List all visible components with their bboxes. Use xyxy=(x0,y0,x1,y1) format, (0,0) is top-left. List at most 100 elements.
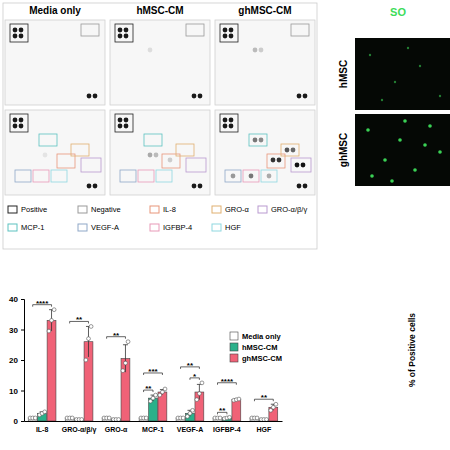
sig-label: *** xyxy=(148,367,158,376)
blot-box xyxy=(281,144,299,156)
tick-mark xyxy=(21,299,24,300)
blot-box xyxy=(10,24,28,42)
blot-spot xyxy=(148,48,153,53)
axis-line xyxy=(25,421,283,422)
blot-membrane xyxy=(5,20,105,105)
blot-spot xyxy=(223,124,228,129)
tick-label: HGF xyxy=(256,426,272,433)
series xyxy=(47,308,278,421)
x-axis: IL-8GRO-α/β/γGRO-αMCP-1VEGF-AIGFBP-4HGF xyxy=(25,421,283,434)
image-title: SO xyxy=(390,6,406,18)
annotations: ************************ xyxy=(33,299,274,416)
array-legend-label: GRO-α/β/γ xyxy=(271,205,307,214)
stained-cell xyxy=(381,99,383,101)
error-bar xyxy=(88,326,89,357)
legend: Media onlyhMSC-CMghMSC-CM xyxy=(230,332,282,363)
legend-swatch xyxy=(230,354,238,362)
data-point xyxy=(87,337,91,341)
blot xyxy=(110,110,210,195)
blot-spot xyxy=(259,48,264,53)
blot-spot xyxy=(19,34,24,39)
blot-box xyxy=(291,24,309,36)
blot-spot xyxy=(231,174,236,179)
blot-spot xyxy=(229,118,234,123)
series xyxy=(28,416,259,421)
blot-box xyxy=(15,170,31,182)
y-tick: 10 xyxy=(9,387,24,396)
data-point xyxy=(144,416,148,420)
stained-cell xyxy=(369,54,371,56)
array-legend-label: GRO-α xyxy=(225,205,250,214)
blot-spot xyxy=(124,118,129,123)
array-legend-swatch xyxy=(258,206,267,213)
bar xyxy=(47,320,56,421)
data-point xyxy=(265,418,269,421)
array-legend-label: MCP-1 xyxy=(21,223,44,232)
x-tick: IGFBP-4 xyxy=(213,421,241,433)
sig-label: ** xyxy=(145,384,152,393)
blot-box xyxy=(225,170,241,182)
stained-cell xyxy=(383,158,387,162)
blot-box xyxy=(120,170,136,182)
blot xyxy=(215,110,315,195)
stained-cell xyxy=(394,81,396,83)
blot-spot xyxy=(297,184,302,189)
legend-label: ghMSC-CM xyxy=(242,354,282,363)
x-tick: GRO-α xyxy=(105,421,128,433)
legend-swatch xyxy=(230,332,238,340)
x-tick: GRO-α/β/γ xyxy=(62,421,97,434)
x-tick: IL-8 xyxy=(36,421,49,433)
blot-membrane xyxy=(215,110,315,195)
array-legend-swatch xyxy=(150,206,159,213)
sig-label: ** xyxy=(187,361,194,370)
image-row-label: hMSC xyxy=(338,60,349,88)
blot-spot xyxy=(291,148,296,153)
blot-spot xyxy=(229,124,234,129)
tick-mark xyxy=(21,330,24,331)
blot-spot xyxy=(148,153,153,158)
blot xyxy=(5,110,105,195)
stained-cell xyxy=(366,128,370,132)
blot-spot xyxy=(229,34,234,39)
array-legend-swatch xyxy=(150,224,159,231)
blot-box xyxy=(220,114,238,132)
data-point xyxy=(124,361,128,365)
blot-membrane xyxy=(5,110,105,195)
tick-label: 20 xyxy=(9,356,18,365)
array-legend-label: HGF xyxy=(225,223,241,232)
axis-line xyxy=(21,300,25,422)
data-point xyxy=(237,397,241,401)
data-point xyxy=(89,325,93,329)
blot-spot xyxy=(198,184,203,189)
data-point xyxy=(154,393,158,397)
blot-box xyxy=(81,158,101,172)
y-tick: 0 xyxy=(14,417,24,426)
sig-label: ** xyxy=(113,331,120,340)
data-point xyxy=(218,416,222,420)
blot-spot xyxy=(118,124,123,129)
error-bar xyxy=(125,345,126,372)
blot-spot xyxy=(249,174,254,179)
data-point xyxy=(163,387,167,391)
blot-box xyxy=(186,158,206,172)
y-axis: 010203040 xyxy=(9,295,24,426)
side-axis-title: % of Positive cells xyxy=(407,313,417,387)
array-legend-label: IGFBP-4 xyxy=(163,223,192,232)
blot-spot xyxy=(198,94,203,99)
image-row-label: ghMSC xyxy=(338,133,349,167)
blot-box xyxy=(10,114,28,132)
blot-spot xyxy=(301,163,306,168)
tick-label: 10 xyxy=(9,387,18,396)
data-point xyxy=(126,340,130,344)
blot-box xyxy=(243,170,259,182)
blot-spot xyxy=(277,158,282,163)
tick-mark xyxy=(21,421,24,422)
data-point xyxy=(181,416,185,420)
tick-label: IGFBP-4 xyxy=(213,426,241,433)
stained-cell xyxy=(407,47,409,49)
data-point xyxy=(50,318,54,322)
array-legend-label: Negative xyxy=(91,205,121,214)
stained-cell xyxy=(413,168,417,172)
data-point xyxy=(255,416,259,420)
blot-spot xyxy=(19,28,24,33)
